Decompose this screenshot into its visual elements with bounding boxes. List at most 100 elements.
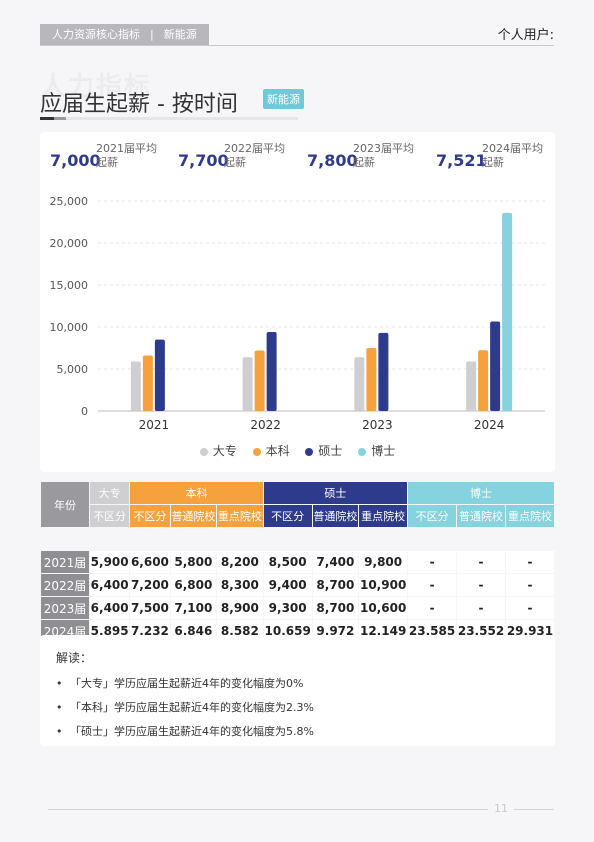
kpi-value: 7,000 bbox=[50, 151, 101, 170]
interpretation-list: • 「大专」学历应届生起薪近4年的变化幅度为0% • 「本科」学历应届生起薪近4年的… bbox=[56, 672, 539, 744]
bar-2024-0 bbox=[466, 361, 477, 411]
kpi-value: 7,800 bbox=[307, 151, 358, 170]
interpretation-text: 「大专」学历应届生起薪近4年的变化幅度为0% bbox=[70, 677, 304, 690]
header-col: 不区分 bbox=[408, 505, 457, 527]
header-col: 重点院校 bbox=[217, 505, 263, 527]
chart-legend: 大专 本科 硕士 博士 bbox=[40, 442, 555, 459]
header-col: 不区分 bbox=[90, 505, 130, 527]
legend-item[interactable]: 硕士 bbox=[305, 442, 342, 459]
header-category-tag: 人力资源核心指标 | 新能源 bbox=[40, 24, 209, 45]
table-cell: 8,900 bbox=[217, 597, 263, 619]
table-cell: 7,100 bbox=[170, 597, 217, 619]
watermark: 人力指标 bbox=[40, 72, 153, 102]
interpretation-heading: 解读： bbox=[56, 651, 93, 665]
y-tick-label: 20,000 bbox=[50, 237, 89, 250]
header-group-shuoshi: 硕士 bbox=[263, 482, 408, 504]
bar-2022-1 bbox=[254, 350, 265, 411]
table-cell: - bbox=[408, 597, 457, 619]
row-year: 2022届 bbox=[41, 574, 89, 596]
table-cell: - bbox=[505, 574, 554, 596]
table-cell: - bbox=[408, 574, 457, 596]
x-tick-label: 2024 bbox=[474, 418, 505, 432]
table-cell: 8,700 bbox=[312, 597, 359, 619]
legend-label: 硕士 bbox=[318, 444, 343, 458]
legend-label: 本科 bbox=[265, 444, 290, 458]
table-cell: 5,900 bbox=[90, 551, 130, 573]
legend-dot-boshi bbox=[358, 447, 367, 456]
y-tick-label: 10,000 bbox=[50, 321, 89, 334]
page-number: 11 bbox=[488, 802, 514, 815]
header-col: 普通院校 bbox=[457, 505, 505, 527]
bar-2022-2 bbox=[266, 332, 277, 411]
table-cell: 9,300 bbox=[263, 597, 312, 619]
legend-item[interactable]: 大专 bbox=[199, 442, 237, 459]
bar-2023-0 bbox=[354, 357, 365, 411]
salary-table: 年份 大专 本科 硕士 博士 不区分 不区分 普通院校 重点院校 不区分 普通院… bbox=[40, 481, 555, 643]
table-cell: - bbox=[457, 551, 505, 573]
legend-item[interactable]: 本科 bbox=[252, 442, 290, 459]
bar-2021-0 bbox=[130, 361, 141, 411]
kpi-value: 7,700 bbox=[178, 151, 229, 170]
table-row: 2023届 6,400 7,500 7,100 8,900 9,300 8,700 10,60… bbox=[41, 597, 554, 619]
legend-dot-benke bbox=[252, 447, 261, 456]
header-col: 普通院校 bbox=[312, 505, 359, 527]
header-group-dazhuan: 大专 bbox=[90, 482, 130, 504]
header-tag-right: 新能源 bbox=[163, 28, 197, 41]
table-cell: - bbox=[457, 574, 505, 596]
legend-dot-shuoshi bbox=[305, 447, 314, 456]
header-group-benke: 本科 bbox=[130, 482, 263, 504]
bar-chart: 0 5,000 10,000 15,000 20,000 25,000 2021 2022 20… bbox=[50, 195, 545, 432]
y-tick-label: 5,000 bbox=[57, 363, 89, 376]
table-cell: 8,700 bbox=[312, 574, 359, 596]
table-row: 2022届 6,400 7,200 6,800 8,300 9,400 8,700 10,90… bbox=[41, 574, 554, 596]
table-cell: - bbox=[408, 551, 457, 573]
bar-2024-2 bbox=[490, 321, 501, 411]
list-item: • 「本科」学历应届生起薪近4年的变化幅度为2.3% bbox=[56, 696, 539, 720]
x-tick-label: 2021 bbox=[139, 418, 170, 432]
table-body: 2021届 5,900 6,600 5,800 8,200 8,500 7,400 9,800… bbox=[41, 551, 554, 642]
table-cell: 8,500 bbox=[263, 551, 312, 573]
list-item: • 「硕士」学历应届生起薪近4年的变化幅度为5.8% bbox=[56, 720, 539, 744]
bar-2023-1 bbox=[366, 348, 377, 411]
row-year: 2023届 bbox=[41, 597, 89, 619]
header-tag-left: 人力资源核心指标 bbox=[52, 28, 140, 41]
row-year: 2021届 bbox=[41, 551, 89, 573]
table-cell: 6,800 bbox=[170, 574, 217, 596]
table-cell: 7,200 bbox=[130, 574, 170, 596]
kpi-label: 2023届平均起薪 bbox=[353, 142, 414, 169]
bullet: • bbox=[56, 701, 63, 714]
table-cell: 8,200 bbox=[217, 551, 263, 573]
kpi-label: 2022届平均起薪 bbox=[224, 142, 285, 169]
industry-badge: 新能源 bbox=[263, 89, 304, 109]
table-cell: - bbox=[505, 551, 554, 573]
kpi-value: 7,521 bbox=[436, 151, 487, 170]
header-group-boshi: 博士 bbox=[408, 482, 554, 504]
kpi-row: 7,000 2021届平均起薪 7,700 2022届平均起薪 7,800 20… bbox=[50, 142, 550, 182]
bar-2021-1 bbox=[142, 355, 153, 411]
table-cell: 8,300 bbox=[217, 574, 263, 596]
kpi-label: 2024届平均起薪 bbox=[482, 142, 543, 169]
header-col: 重点院校 bbox=[505, 505, 554, 527]
header-col: 普通院校 bbox=[170, 505, 217, 527]
table-row: 2021届 5,900 6,600 5,800 8,200 8,500 7,400 9,800… bbox=[41, 551, 554, 573]
legend-item[interactable]: 博士 bbox=[358, 442, 395, 459]
list-item: • 「大专」学历应届生起薪近4年的变化幅度为0% bbox=[56, 672, 539, 696]
legend-label: 大专 bbox=[212, 444, 237, 458]
header-year: 年份 bbox=[41, 482, 89, 527]
x-tick-label: 2022 bbox=[250, 418, 281, 432]
legend-dot-dazhuan bbox=[199, 447, 208, 456]
header-col: 不区分 bbox=[263, 505, 312, 527]
interpretation-card: 解读： • 「大专」学历应届生起薪近4年的变化幅度为0% • 「本科」学历应届生起薪… bbox=[40, 635, 555, 746]
kpi-label: 2021届平均起薪 bbox=[96, 142, 157, 169]
header-divider bbox=[40, 45, 554, 46]
interpretation-text: 「硕士」学历应届生起薪近4年的变化幅度为5.8% bbox=[70, 725, 314, 738]
table-cell: 7,400 bbox=[312, 551, 359, 573]
table-cell: 6,400 bbox=[90, 597, 130, 619]
header-col: 重点院校 bbox=[359, 505, 408, 527]
page-title: 应届生起薪 - 按时间 bbox=[40, 92, 238, 117]
bullet: • bbox=[56, 725, 63, 738]
title-underline bbox=[40, 117, 298, 120]
bar-2023-2 bbox=[378, 332, 389, 411]
table-cell: 6,600 bbox=[130, 551, 170, 573]
table-cell: 9,800 bbox=[359, 551, 408, 573]
